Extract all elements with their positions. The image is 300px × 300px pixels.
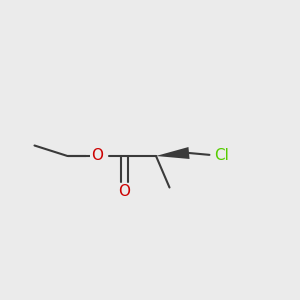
Polygon shape xyxy=(156,147,190,159)
Text: O: O xyxy=(92,148,104,164)
Text: Cl: Cl xyxy=(214,148,230,164)
Text: O: O xyxy=(118,184,130,200)
